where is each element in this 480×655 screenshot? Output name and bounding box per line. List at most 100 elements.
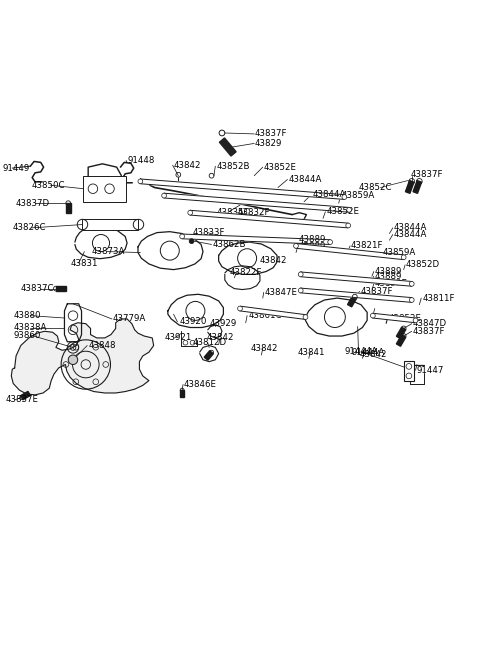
- Circle shape: [299, 288, 303, 293]
- Text: 43831: 43831: [70, 259, 97, 269]
- Text: 43844A: 43844A: [312, 190, 346, 199]
- Circle shape: [294, 244, 299, 248]
- Circle shape: [413, 318, 418, 323]
- Text: 43859A: 43859A: [342, 191, 375, 200]
- Text: 43844A: 43844A: [288, 175, 322, 184]
- Text: 43852C: 43852C: [359, 183, 392, 192]
- Polygon shape: [21, 392, 30, 400]
- Polygon shape: [140, 179, 345, 199]
- Text: 43847E: 43847E: [264, 288, 298, 297]
- Text: 43842: 43842: [251, 344, 278, 353]
- Circle shape: [328, 240, 333, 244]
- Circle shape: [401, 255, 406, 259]
- Polygon shape: [182, 234, 330, 244]
- Circle shape: [346, 223, 350, 228]
- Text: 43779A: 43779A: [113, 314, 146, 324]
- Polygon shape: [12, 319, 154, 395]
- Text: 91444A: 91444A: [344, 347, 378, 356]
- Polygon shape: [240, 306, 306, 320]
- Text: 43859A: 43859A: [383, 248, 416, 257]
- Text: 43889: 43889: [375, 267, 402, 276]
- Text: 43852B: 43852B: [216, 162, 250, 171]
- Text: 43837C: 43837C: [21, 284, 54, 293]
- Polygon shape: [413, 181, 421, 193]
- Bar: [404, 361, 414, 381]
- Text: 43833F: 43833F: [192, 228, 225, 237]
- Circle shape: [347, 208, 351, 212]
- Polygon shape: [164, 193, 349, 212]
- Polygon shape: [190, 210, 348, 228]
- Text: 43837E: 43837E: [5, 395, 38, 404]
- Text: 43880: 43880: [13, 311, 41, 320]
- Text: 43837D: 43837D: [16, 198, 50, 208]
- Text: 43811F: 43811F: [422, 293, 455, 303]
- Text: 43842: 43842: [207, 333, 234, 343]
- Polygon shape: [296, 244, 404, 259]
- Polygon shape: [219, 138, 236, 156]
- Text: 43921: 43921: [164, 333, 192, 343]
- Circle shape: [238, 306, 242, 311]
- Text: 43862B: 43862B: [213, 240, 246, 249]
- Text: 43929: 43929: [209, 319, 237, 328]
- Circle shape: [342, 195, 347, 199]
- Text: 43832F: 43832F: [238, 208, 270, 217]
- Circle shape: [303, 314, 308, 320]
- Text: 91448: 91448: [127, 156, 155, 165]
- Text: 91444A: 91444A: [351, 348, 385, 357]
- Text: 43838A: 43838A: [13, 323, 47, 332]
- Text: 43889: 43889: [375, 272, 402, 281]
- Text: 43889: 43889: [299, 242, 326, 251]
- Text: 43850C: 43850C: [31, 181, 65, 190]
- Text: 43837F: 43837F: [254, 130, 287, 138]
- Text: 43861C: 43861C: [249, 311, 282, 320]
- Bar: [83, 219, 138, 230]
- Circle shape: [371, 313, 375, 318]
- Polygon shape: [180, 390, 184, 397]
- Text: 43822F: 43822F: [229, 269, 262, 278]
- Polygon shape: [66, 203, 71, 213]
- Text: 43852D: 43852D: [406, 261, 440, 269]
- Circle shape: [299, 272, 303, 276]
- Text: 43812D: 43812D: [192, 338, 227, 347]
- Polygon shape: [396, 328, 406, 339]
- Polygon shape: [204, 350, 213, 360]
- Text: 43920: 43920: [179, 317, 207, 326]
- Text: 43821F: 43821F: [351, 242, 384, 250]
- Text: 43835C: 43835C: [216, 208, 250, 217]
- Circle shape: [180, 234, 184, 239]
- Circle shape: [189, 239, 194, 244]
- Polygon shape: [396, 335, 406, 346]
- Text: 43852E: 43852E: [389, 314, 422, 322]
- Text: 43842: 43842: [360, 350, 387, 358]
- Text: 43829: 43829: [254, 139, 282, 148]
- Circle shape: [409, 282, 414, 286]
- Text: 43842: 43842: [260, 255, 288, 265]
- Circle shape: [138, 179, 143, 184]
- Polygon shape: [348, 295, 357, 307]
- Polygon shape: [300, 288, 412, 303]
- Text: 43844A: 43844A: [394, 223, 427, 233]
- Circle shape: [162, 193, 167, 198]
- Text: 43842: 43842: [174, 160, 201, 170]
- Text: 43837F: 43837F: [411, 170, 444, 179]
- Text: 43847D: 43847D: [413, 319, 447, 328]
- Text: 91447: 91447: [417, 365, 444, 375]
- Polygon shape: [372, 313, 416, 323]
- Text: 43837F: 43837F: [360, 287, 393, 296]
- Text: 43852E: 43852E: [264, 162, 297, 172]
- Polygon shape: [56, 286, 66, 291]
- Text: 91449: 91449: [3, 164, 30, 172]
- Text: 93860: 93860: [13, 331, 41, 339]
- Text: 43873A: 43873A: [92, 247, 125, 256]
- Polygon shape: [406, 181, 414, 193]
- Text: 43837F: 43837F: [413, 327, 445, 336]
- Text: 43852E: 43852E: [326, 207, 360, 216]
- Text: 43889: 43889: [299, 234, 326, 244]
- Bar: [84, 176, 126, 202]
- Text: 43848: 43848: [88, 341, 116, 350]
- Circle shape: [68, 355, 78, 364]
- Text: 43846E: 43846E: [184, 380, 217, 389]
- Text: 43841: 43841: [298, 348, 325, 357]
- Text: 43852E: 43852E: [375, 279, 408, 288]
- Circle shape: [409, 297, 414, 303]
